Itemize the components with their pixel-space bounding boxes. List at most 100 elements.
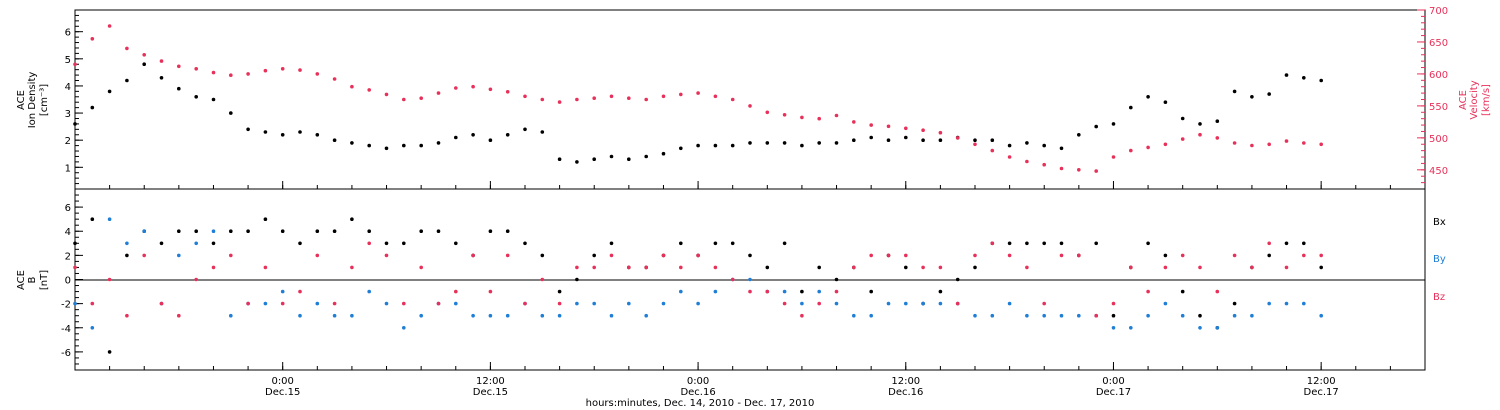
b-by-point [1129, 326, 1133, 330]
density-series0-point [315, 133, 320, 137]
b-bx-point [107, 350, 112, 354]
density-series0-point [488, 138, 493, 142]
velocity-series0-point [904, 126, 908, 131]
b-by-point [1302, 301, 1306, 306]
density-series0-point [419, 143, 424, 148]
velocity-series0-point [125, 46, 129, 51]
density-series0-point [402, 143, 406, 148]
b-bx-point [384, 241, 389, 246]
legend-by: By [1433, 254, 1446, 265]
b-bx-point [263, 217, 268, 221]
density-series0-point [575, 160, 579, 164]
density-series0-point [869, 135, 873, 140]
b-bz-point [488, 289, 493, 294]
b-bx-point [575, 277, 579, 282]
b-bz-point [1007, 253, 1012, 258]
velocity-axis-label: ACE Velocity [km/s] [1458, 80, 1492, 119]
b-by-point [1319, 313, 1323, 318]
b-by-point [125, 241, 129, 246]
density-series0-point [229, 111, 233, 115]
b-bz-point [505, 253, 510, 258]
b-by-point [1267, 301, 1271, 306]
b-tick-label: 2 [65, 251, 71, 262]
density-series0-point [592, 157, 596, 161]
b-bz-point [800, 313, 804, 318]
b-by-point [540, 313, 545, 318]
b-bz-point [938, 265, 943, 270]
b-by-point [557, 313, 562, 318]
density-series0-point [211, 97, 216, 102]
b-by-point [107, 217, 112, 221]
density-tick-label: 6 [65, 28, 71, 39]
b-bx-point [782, 241, 787, 246]
density-series0-point [1267, 92, 1271, 96]
b-tick-label: 0 [65, 276, 71, 287]
density-series0-point [332, 138, 337, 142]
b-bz-point [817, 301, 821, 306]
velocity-series0-point [73, 62, 77, 67]
b-tick-label: -2 [61, 300, 71, 311]
b-by-point [886, 301, 891, 306]
b-by-point [1146, 313, 1150, 318]
b-bx-point [298, 241, 302, 246]
b-bx-point [229, 229, 233, 233]
velocity-series0-point [1025, 159, 1029, 164]
b-bx-point [523, 241, 527, 246]
density-series0-point [938, 138, 943, 142]
b-bz-point [142, 253, 146, 258]
bottom-panel-data [73, 217, 1323, 354]
b-by-point [332, 313, 337, 318]
velocity-series0-point [332, 77, 337, 81]
b-bx-point [869, 289, 873, 294]
density-series0-point [852, 138, 856, 142]
velocity-series0-point [1007, 155, 1012, 159]
density-series0-point [1284, 73, 1289, 77]
density-series0-point [1250, 95, 1254, 99]
b-bz-point [1180, 253, 1185, 258]
b-bx-point [159, 241, 164, 246]
velocity-series0-point [263, 68, 268, 73]
b-bx-point [315, 229, 320, 233]
density-series0-point [1077, 133, 1081, 137]
b-by-point [644, 313, 648, 318]
velocity-series0-point [1250, 143, 1254, 148]
b-by-point [592, 301, 596, 306]
b-bx-point [1232, 301, 1237, 306]
b-bz-point [1059, 253, 1064, 258]
velocity-series0-point [1284, 139, 1289, 143]
velocity-series0-point [350, 84, 354, 89]
x-tick-time: 0:00 [1102, 376, 1124, 387]
b-bz-point [973, 253, 977, 258]
b-bz-point [592, 265, 596, 270]
b-tick-label: 4 [65, 227, 71, 238]
density-series0-point [73, 122, 77, 126]
velocity-series0-point [177, 64, 181, 69]
b-bz-point [661, 253, 666, 258]
density-tick-label: 2 [65, 136, 71, 147]
velocity-series0-point [159, 59, 164, 63]
density-series0-point [280, 133, 285, 137]
velocity-series0-point [1302, 141, 1306, 145]
b-bx-point [938, 289, 943, 294]
velocity-series0-point [921, 128, 925, 132]
b-bz-point [194, 277, 198, 282]
b-axis-label-line2: B [27, 276, 38, 283]
density-series0-point [1302, 76, 1306, 80]
velocity-series0-point [800, 115, 804, 120]
b-tick-label: 6 [65, 203, 71, 214]
b-bz-point [1267, 241, 1271, 246]
b-bz-point [367, 241, 372, 246]
b-by-point [419, 313, 424, 318]
b-bx-point [1284, 241, 1289, 246]
b-bz-point [1302, 253, 1306, 258]
density-series0-point [367, 143, 372, 148]
x-tick-date: Dec.17 [1304, 387, 1339, 398]
b-bz-point [1111, 301, 1116, 306]
b-bx-point [1319, 265, 1323, 270]
velocity-series0-point [1059, 166, 1064, 171]
velocity-series0-point [142, 53, 146, 57]
velocity-series0-point [938, 130, 943, 135]
b-bx-point [730, 241, 735, 246]
b-bx-point [1059, 241, 1064, 246]
b-bz-point [1077, 253, 1081, 258]
